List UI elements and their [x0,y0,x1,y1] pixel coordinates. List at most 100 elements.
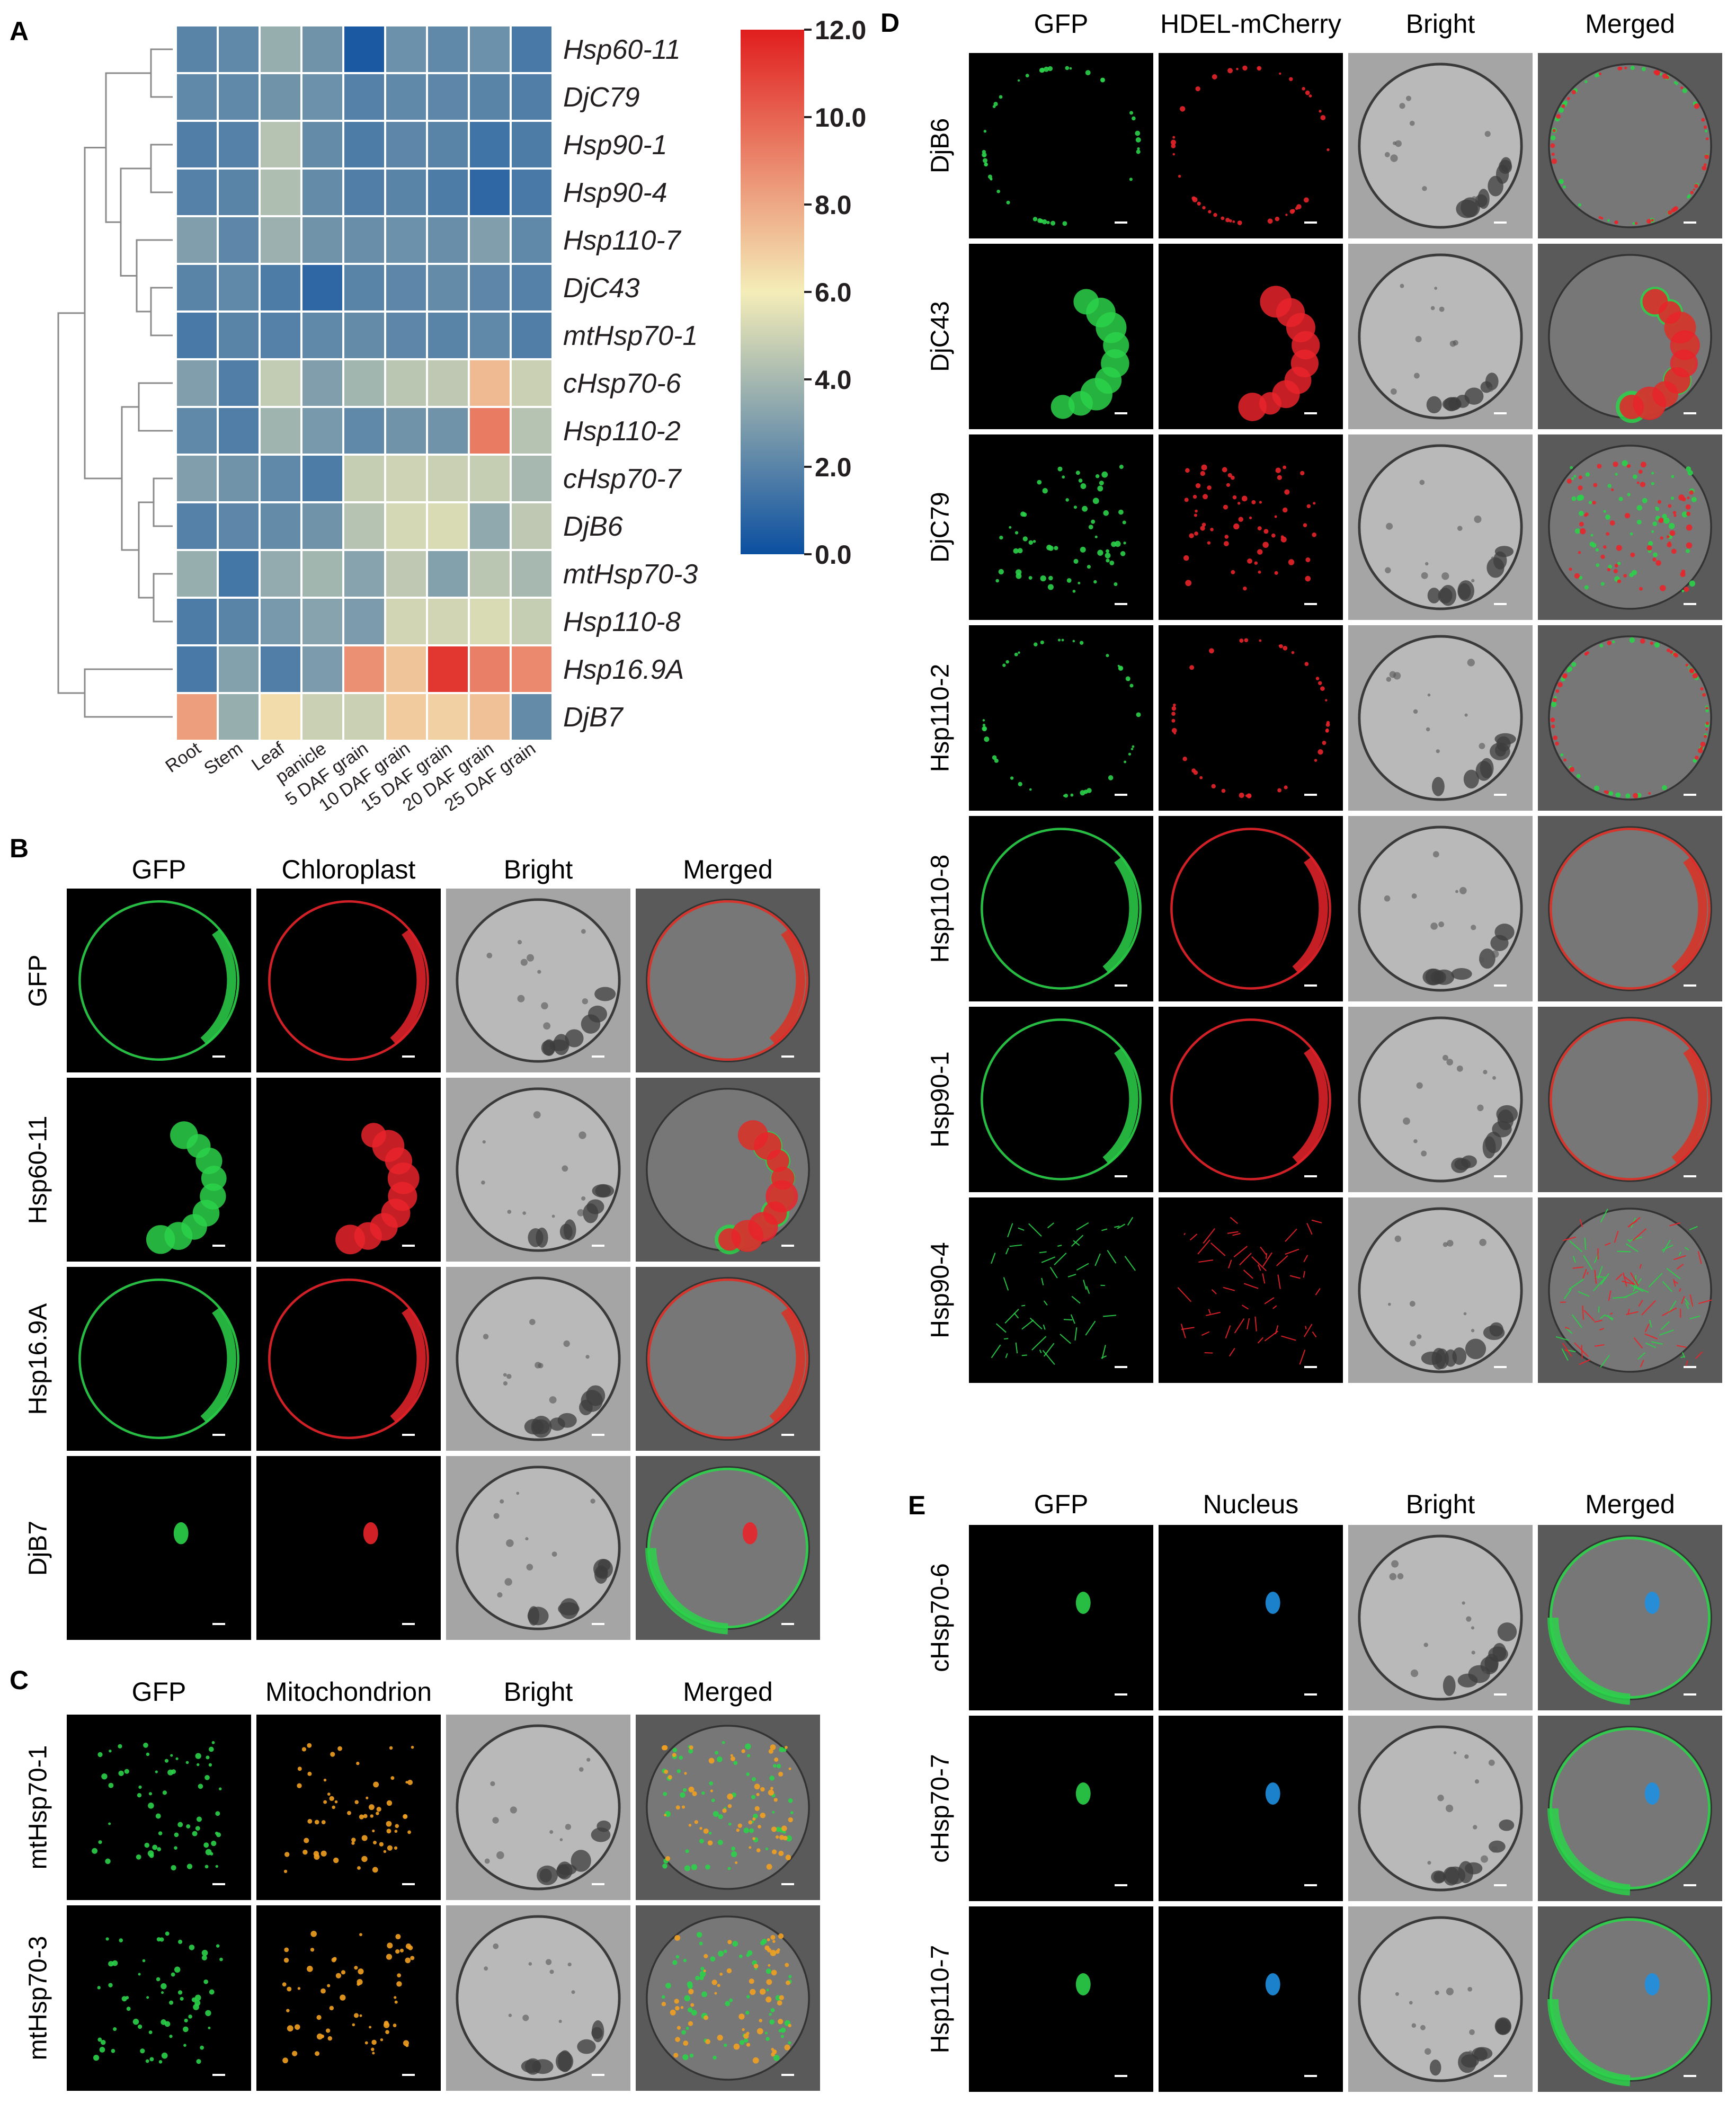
micrograph-render [636,1715,820,1900]
heatmap-cell [175,597,219,646]
heatmap-cell [468,454,512,503]
heatmap-cell [426,549,470,599]
dendrogram-branch [153,573,173,623]
row-label: DjB6 [926,118,955,174]
micrograph-image [67,1456,251,1640]
heatmap-cell [510,644,554,694]
micrograph-render [1159,625,1343,811]
scale-bar [1493,984,1507,987]
micrograph-image [1348,434,1533,620]
scale-bar [1304,1693,1317,1696]
micrograph-image [1348,816,1533,1001]
gene-label: mtHsp70-3 [563,559,698,590]
scale-bar [781,1434,795,1436]
heatmap-cell [217,501,261,551]
heatmap-cell [175,215,219,265]
heatmap-cell [426,454,470,503]
scale-bar [212,2074,226,2076]
micrograph-image [636,1078,820,1262]
micrograph-image [1348,1716,1533,1901]
micrograph-image [969,434,1153,620]
scale-bar [402,2074,415,2076]
colorbar-tick-label: 6.0 [815,278,852,307]
heatmap-cell [426,644,470,694]
micrograph-render [446,1267,630,1451]
gene-label: Hsp110-7 [563,225,682,256]
heatmap-cell [384,549,428,599]
heatmap-cell [468,549,512,599]
scale-bar [1304,984,1317,987]
heatmap-cell [175,358,219,408]
heatmap-cell [300,406,344,456]
gene-label: DjC43 [563,273,640,304]
micrograph-render [1348,1525,1533,1710]
gene-label: Hsp90-4 [563,178,667,208]
colorbar-tick-label: 0.0 [815,540,852,570]
heatmap-cell [468,215,512,265]
gene-label: cHsp70-7 [563,464,682,494]
heatmap-cell [510,549,554,599]
heatmap-cell [217,263,261,313]
micrograph-render [256,1078,441,1262]
colorbar-tick-label: 8.0 [815,190,852,220]
heatmap-cell [217,167,261,217]
micrograph-image [636,889,820,1072]
scale-bar [1114,984,1128,987]
heatmap-cell [175,406,219,456]
heatmap-cell [510,120,554,170]
micrograph-render [969,1007,1153,1192]
micrograph-image [67,1078,251,1262]
micrograph-render [1538,1906,1722,2092]
scale-bar [1683,1366,1697,1368]
micrograph-image [1159,434,1343,620]
heatmap-cell [426,406,470,456]
micrograph-render [1538,1197,1722,1383]
micrograph-image [67,1715,251,1900]
micrograph-render [1159,434,1343,620]
column-header: Merged [1585,9,1675,39]
heatmap-cell [468,263,512,313]
micrograph-render [1159,1716,1343,1901]
micrograph-render [1159,1525,1343,1710]
scale-bar [1304,794,1317,796]
micrograph-image [256,1078,441,1262]
scale-bar [1114,1366,1128,1368]
scale-bar [781,2074,795,2076]
heatmap-cell [384,406,428,456]
heatmap-cell [510,215,554,265]
heatmap-cell [426,120,470,170]
scale-bar [781,1245,795,1247]
gene-label: Hsp110-8 [563,607,681,637]
micrograph-render [636,1905,820,2091]
micrograph-image [446,1905,630,2091]
heatmap-cell [510,72,554,122]
micrograph-image [1159,244,1343,429]
panel-letter-e: E [908,1490,926,1520]
colorbar-tick-label: 10.0 [815,103,866,132]
colorbar [741,30,804,554]
heatmap-cell [426,310,470,360]
column-header: GFP [131,855,186,884]
heatmap-cell [217,358,261,408]
gene-label: DjB6 [563,511,623,542]
micrograph-image [969,1197,1153,1383]
column-header: HDEL-mCherry [1160,9,1341,39]
heatmap-cell [426,215,470,265]
micrograph-render [636,889,820,1072]
micrograph-render [67,889,251,1072]
micrograph-image [969,816,1153,1001]
heatmap-cell [300,215,344,265]
heatmap-cell [175,263,219,313]
micrograph-image [969,625,1153,811]
column-header: GFP [1034,1489,1089,1519]
micrograph-render [1159,1906,1343,2092]
dendrogram-branch [84,147,122,480]
heatmap-cell [510,406,554,456]
micrograph-render [1538,1007,1722,1192]
scale-bar [1304,603,1317,605]
micrograph-image [256,1267,441,1451]
heatmap-cell [510,501,554,551]
scale-bar [591,2074,605,2076]
micrograph-image [256,1456,441,1640]
heatmap-cell [510,597,554,646]
